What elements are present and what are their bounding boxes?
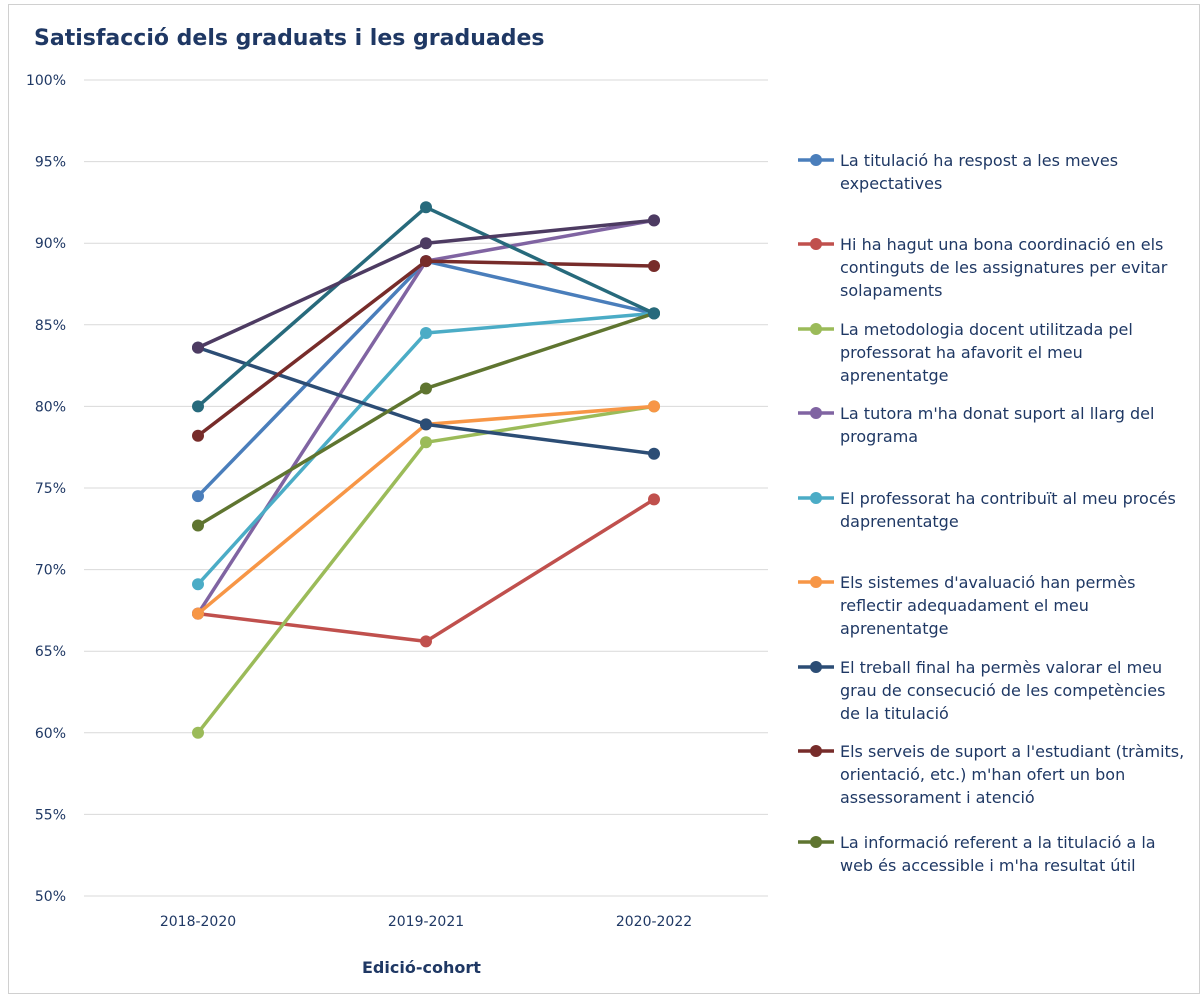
data-point (192, 490, 204, 503)
series-1 (192, 255, 660, 503)
legend-label: La metodologia docent utilitzada pel pro… (840, 320, 1133, 385)
data-point (420, 326, 432, 339)
data-point (648, 307, 660, 320)
legend-item: La informació referent a la titulació a … (796, 831, 1190, 877)
legend-item: La tutora m'ha donat suport al llarg del… (796, 402, 1190, 448)
data-point (192, 607, 204, 620)
legend-label: La tutora m'ha donat suport al llarg del… (840, 404, 1155, 446)
y-tick-label: 70% (35, 563, 66, 579)
data-point (192, 341, 204, 354)
y-tick-label: 85% (35, 318, 66, 334)
legend-label: El treball final ha permès valorar el me… (840, 658, 1166, 723)
data-point (420, 418, 432, 431)
series-8 (192, 255, 660, 442)
legend-item: Hi ha hagut una bona coordinació en els … (796, 233, 1190, 302)
y-tick-label: 100% (26, 73, 66, 89)
y-tick-label: 50% (35, 889, 66, 905)
y-tick-label: 60% (35, 726, 66, 742)
data-point (420, 635, 432, 648)
x-tick-labels: 2018-2020 2019-2021 2020-2022 (160, 914, 692, 930)
x-tick-label: 2018-2020 (160, 914, 236, 930)
data-point (192, 519, 204, 532)
legend-item: El professorat ha contribuït al meu proc… (796, 487, 1190, 533)
legend-swatch (798, 661, 834, 673)
series-10 (192, 201, 660, 413)
legend-swatch (798, 492, 834, 504)
y-tick-labels: 50% 55% 60% 65% 70% 75% 80% 85% 90% 95% 100% (26, 73, 66, 905)
data-point (420, 237, 432, 250)
data-point (648, 400, 660, 413)
legend-swatch (798, 323, 834, 335)
data-point (420, 255, 432, 268)
y-tick-label: 95% (35, 155, 66, 171)
y-tick-label: 55% (35, 807, 66, 823)
y-tick-label: 80% (35, 399, 66, 415)
legend-item: El treball final ha permès valorar el me… (796, 656, 1190, 725)
legend-label: La titulació ha respost a les meves expe… (840, 151, 1119, 193)
legend-swatch (798, 576, 834, 588)
data-point (420, 436, 432, 449)
data-point (192, 429, 204, 442)
legend-label: La informació referent a la titulació a … (840, 833, 1156, 875)
y-tick-label: 65% (35, 644, 66, 660)
series-6 (192, 400, 660, 620)
data-point (648, 447, 660, 460)
data-point (420, 382, 432, 395)
series-line (197, 497, 655, 644)
data-point (648, 214, 660, 227)
legend-swatch (798, 836, 834, 848)
y-tick-label: 90% (35, 236, 66, 252)
chart-title: Satisfacció dels graduats i les graduade… (34, 26, 545, 51)
legend-label: El professorat ha contribuït al meu proc… (840, 489, 1176, 531)
legend-item: La metodologia docent utilitzada pel pro… (796, 318, 1190, 387)
legend-item: Els serveis de suport a l'estudiant (trà… (796, 740, 1190, 809)
series-line (196, 259, 655, 498)
data-point (192, 400, 204, 413)
legend-swatch (798, 745, 834, 757)
legend-item: La titulació ha respost a les meves expe… (796, 149, 1190, 195)
series-line (196, 205, 655, 408)
data-point (648, 260, 660, 273)
legend-swatch (798, 238, 834, 250)
legend-label: Hi ha hagut una bona coordinació en els … (840, 235, 1168, 300)
x-axis-label: Edició-cohort (362, 958, 481, 977)
data-point (648, 493, 660, 506)
legend-label: Els serveis de suport a l'estudiant (trà… (840, 742, 1185, 807)
legend-label: Els sistemes d'avaluació han permès refl… (840, 573, 1136, 638)
x-tick-label: 2019-2021 (388, 914, 464, 930)
series-lines (192, 201, 660, 739)
legend-item: Els sistemes d'avaluació han permès refl… (796, 571, 1190, 640)
y-tick-label: 75% (35, 481, 66, 497)
x-tick-label: 2020-2022 (616, 914, 692, 930)
legend-swatch (798, 154, 834, 166)
data-point (420, 201, 432, 214)
legend-swatch (798, 407, 834, 419)
series-11 (192, 214, 660, 354)
data-point (192, 578, 204, 591)
data-point (192, 726, 204, 739)
